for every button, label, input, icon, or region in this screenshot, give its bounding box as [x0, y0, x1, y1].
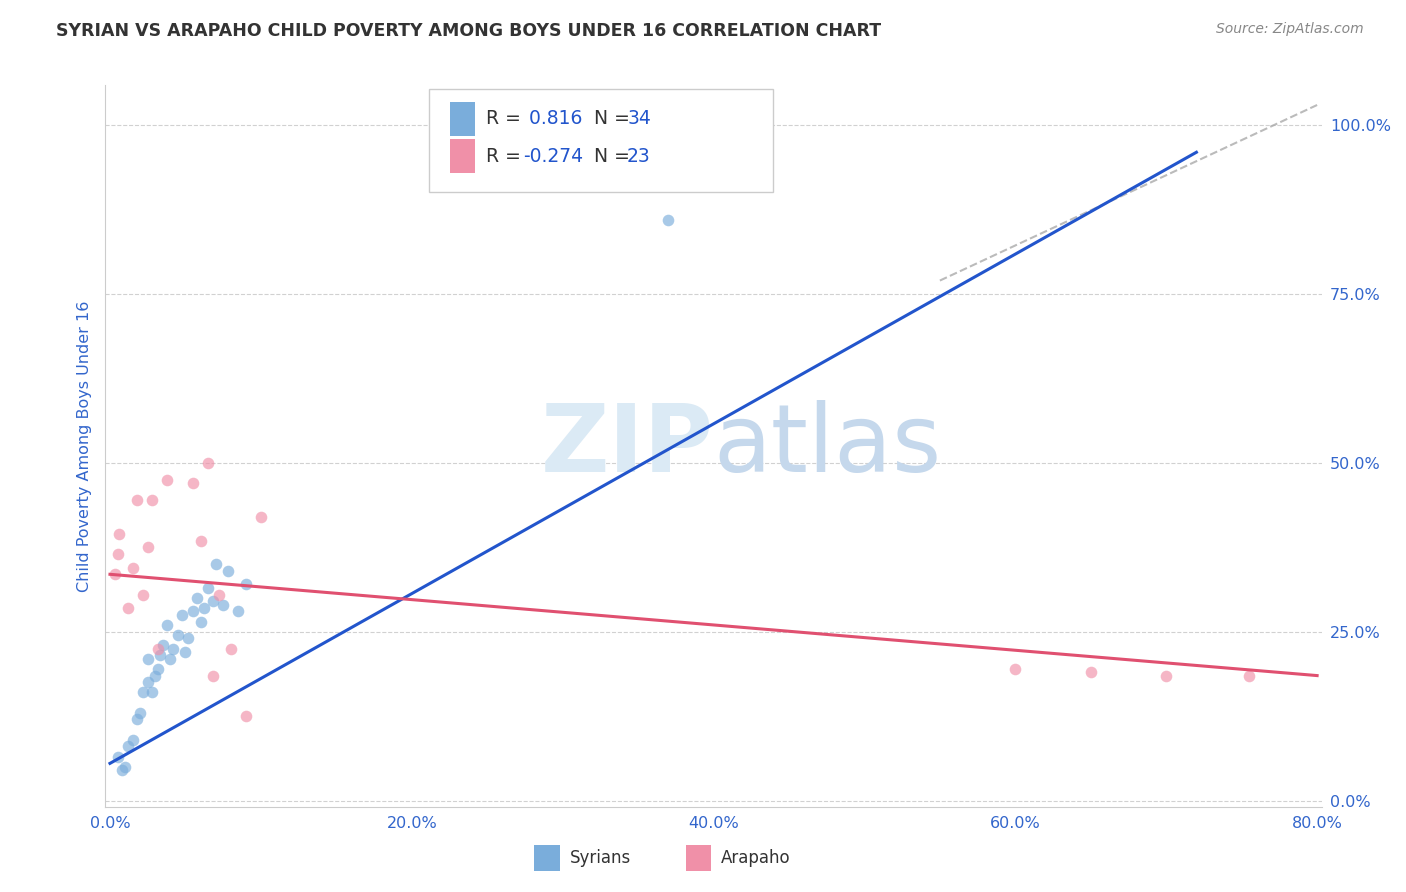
Point — [162, 641, 184, 656]
Point — [121, 560, 143, 574]
Point — [114, 760, 136, 774]
Point — [136, 675, 159, 690]
Text: N =: N = — [582, 109, 636, 128]
Point — [117, 739, 139, 754]
Point — [136, 651, 159, 665]
Point — [117, 601, 139, 615]
Point — [190, 615, 212, 629]
Point — [111, 763, 134, 777]
Point — [127, 713, 149, 727]
Point — [181, 476, 204, 491]
Point — [159, 651, 181, 665]
Point — [204, 557, 226, 571]
Point — [235, 709, 257, 723]
Point — [156, 473, 179, 487]
Point — [226, 604, 249, 618]
Text: SYRIAN VS ARAPAHO CHILD POVERTY AMONG BOYS UNDER 16 CORRELATION CHART: SYRIAN VS ARAPAHO CHILD POVERTY AMONG BO… — [56, 22, 882, 40]
Point — [207, 588, 229, 602]
Point — [172, 607, 194, 622]
Point — [148, 662, 170, 676]
Point — [108, 526, 131, 541]
Text: N =: N = — [582, 146, 636, 166]
Point — [152, 638, 174, 652]
Point — [217, 564, 239, 578]
Point — [235, 577, 257, 591]
Point — [212, 598, 235, 612]
Point — [107, 547, 129, 561]
Text: ZIP: ZIP — [541, 400, 713, 492]
Point — [136, 541, 159, 555]
Point — [141, 493, 163, 508]
Text: 0.816: 0.816 — [523, 109, 582, 128]
Text: 34: 34 — [627, 109, 651, 128]
Text: R =: R = — [486, 146, 527, 166]
Text: Source: ZipAtlas.com: Source: ZipAtlas.com — [1216, 22, 1364, 37]
Point — [201, 594, 224, 608]
Text: Syrians: Syrians — [569, 849, 631, 867]
Point — [141, 685, 163, 699]
Text: 23: 23 — [627, 146, 651, 166]
Text: R =: R = — [486, 109, 527, 128]
Point — [167, 628, 190, 642]
Point — [186, 591, 208, 605]
Point — [107, 749, 129, 764]
Point — [181, 604, 204, 618]
Text: -0.274: -0.274 — [523, 146, 583, 166]
Point — [201, 668, 224, 682]
Point — [156, 618, 179, 632]
Point — [219, 641, 242, 656]
Point — [127, 493, 149, 508]
Y-axis label: Child Poverty Among Boys Under 16: Child Poverty Among Boys Under 16 — [76, 301, 91, 591]
Point — [190, 533, 212, 548]
Point — [143, 668, 166, 682]
Point — [149, 648, 172, 663]
Point — [148, 641, 170, 656]
Point — [1004, 662, 1026, 676]
Point — [197, 581, 219, 595]
Point — [177, 632, 200, 646]
Text: atlas: atlas — [713, 400, 942, 492]
Point — [1154, 668, 1177, 682]
Point — [103, 567, 125, 582]
Point — [197, 456, 219, 470]
Point — [121, 732, 143, 747]
Point — [1080, 665, 1102, 680]
Text: Arapaho: Arapaho — [721, 849, 792, 867]
Point — [132, 588, 155, 602]
Point — [129, 706, 152, 720]
Point — [132, 685, 155, 699]
Point — [1237, 668, 1260, 682]
Point — [174, 645, 197, 659]
Point — [193, 601, 215, 615]
Point — [657, 212, 679, 227]
Point — [250, 509, 273, 524]
